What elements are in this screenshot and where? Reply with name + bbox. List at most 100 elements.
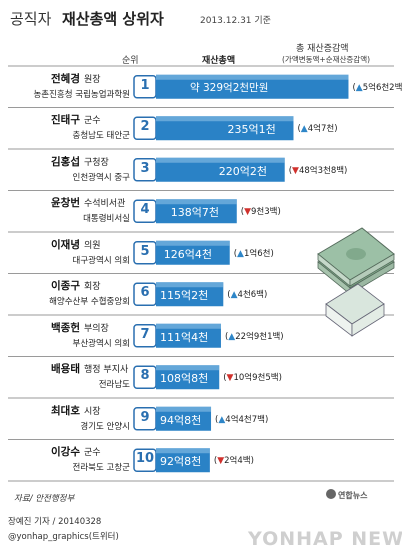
value-label: 111억4천 (160, 330, 209, 344)
change-label: (▼10억9천5백) (223, 371, 282, 383)
change-label: (▼48억3천8백) (289, 164, 348, 176)
value-label: 220억2천 (218, 164, 267, 178)
down-arrow-icon: ▼ (217, 456, 225, 467)
official-role: 부의장 (84, 323, 109, 334)
paren-open: ( (352, 82, 356, 93)
official-role: 의원 (84, 240, 101, 251)
value-label: 94억8천 (160, 413, 202, 427)
official-role: 군수 (84, 116, 101, 127)
official-name: 윤창번 (51, 197, 80, 210)
official-role: 시장 (84, 406, 101, 417)
change-value: 2억4백 (224, 456, 251, 467)
paren-open: ( (213, 456, 218, 467)
paren-close: ) (250, 456, 254, 467)
yonhap-logo-icon (326, 489, 336, 499)
watermark: YONHAP NEWS (248, 528, 402, 550)
bar-highlight (156, 365, 220, 371)
official-name: 배용태 (51, 363, 80, 376)
paren-close: ) (264, 414, 269, 425)
official-role: 행정 부지사 (84, 365, 129, 376)
official-org: 해양수산부 수협중앙회 (49, 297, 130, 308)
rank-number: 4 (140, 202, 150, 218)
change-value: 5억6천2백만원 (362, 82, 402, 93)
twitter-handle: @yonhap_graphics(트위터) (8, 532, 119, 542)
value-label: 약 329억2천만원 (190, 81, 269, 94)
change-label: (▼9천3백) (241, 205, 281, 217)
value-label: 126억4천 (163, 247, 212, 261)
change-label: (▼2억4백) (214, 454, 254, 466)
official-org: 충청남도 태안군 (72, 131, 130, 142)
bar-highlight (156, 199, 237, 205)
change-label: (▲1억6천) (234, 247, 274, 259)
paren-close: ) (334, 124, 338, 135)
change-value: 10억9천5백 (233, 373, 279, 384)
bar-highlight (156, 240, 230, 246)
official-role: 회장 (84, 282, 101, 293)
change-label: (▲4천6백) (227, 288, 267, 300)
up-arrow-icon: ▲ (230, 290, 238, 301)
change-value: 9천3백 (251, 207, 278, 218)
rank-number: 1 (140, 77, 150, 93)
official-name: 최대호 (51, 404, 80, 417)
paren-open: ( (233, 248, 238, 259)
official-org: 농촌진흥청 국립농업과학원 (33, 89, 130, 100)
paren-close: ) (264, 290, 268, 301)
down-arrow-icon: ▼ (292, 165, 299, 176)
col-total-header: 재산총액 (202, 56, 236, 66)
official-name: 백종헌 (51, 321, 80, 334)
money-stack-icon (317, 227, 395, 337)
bar-highlight (156, 323, 221, 329)
paren-open: ( (297, 124, 301, 135)
title-light: 공직자 (10, 10, 52, 28)
official-org: 전라남도 (98, 380, 130, 391)
rank-number: 7 (140, 326, 150, 342)
paren-close: ) (344, 165, 348, 176)
logo-text: 연합뉴스 (338, 491, 368, 500)
bar-highlight (156, 116, 294, 122)
paren-open: ( (288, 165, 293, 176)
col-rank-header: 순위 (122, 56, 139, 66)
rank-number: 9 (140, 409, 150, 425)
rank-number: 10 (135, 451, 155, 467)
change-label: (▲4억4천7백) (215, 413, 268, 425)
col-change-sub-header: (가액변동액+순재산증감액) (282, 55, 371, 64)
value-label: 235억1천 (227, 123, 276, 137)
bars (156, 74, 349, 473)
bar-highlight (156, 282, 224, 288)
paren-close: ) (270, 248, 274, 259)
official-role: 구청장 (84, 157, 109, 168)
value-label: 108억8천 (160, 372, 209, 386)
value-label: 115억2천 (160, 289, 209, 303)
official-org: 인천광역시 중구 (72, 172, 130, 183)
change-label: (▲4억7천) (297, 122, 337, 134)
rank-number: 3 (140, 160, 150, 176)
official-name: 진태구 (51, 114, 80, 127)
paren-open: ( (215, 414, 219, 425)
official-role: 수석비서관 (84, 199, 126, 210)
official-name: 이종구 (51, 280, 80, 293)
change-value: 4억7천 (307, 124, 335, 135)
title-bold: 재산총액 상위자 (62, 10, 164, 28)
change-value: 48억3천8백 (298, 165, 345, 176)
bar-highlight (156, 74, 349, 80)
official-org: 부산광역시 의회 (72, 338, 130, 349)
paren-open: ( (223, 373, 227, 384)
col-change-header: 총 재산증감액 (296, 44, 349, 54)
up-arrow-icon: ▲ (218, 414, 226, 425)
official-org: 전라북도 고창군 (72, 463, 130, 474)
official-org: 경기도 안양시 (80, 421, 130, 432)
change-value: 22억9천1백 (235, 331, 281, 342)
bar-highlight (156, 406, 212, 412)
official-org: 대구광역시 의회 (72, 255, 130, 266)
official-org: 대통령비서실 (83, 214, 130, 225)
source-label: 자료/ 안전행정부 (14, 494, 75, 504)
official-name: 이강수 (51, 446, 80, 459)
paren-open: ( (224, 331, 229, 342)
change-label: (▲5억6천2백만원) (352, 81, 402, 93)
paren-close: ) (277, 207, 281, 218)
down-arrow-icon: ▼ (244, 207, 252, 218)
rank-number: 6 (140, 285, 150, 301)
official-name: 전혜경 (51, 72, 80, 85)
